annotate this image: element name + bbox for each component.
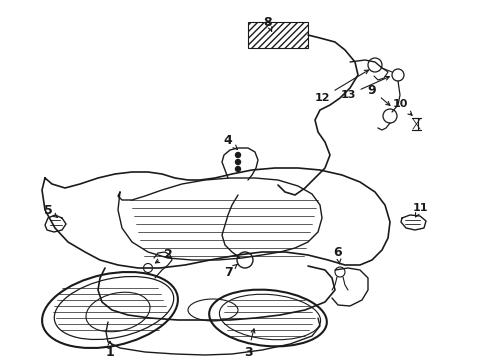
- Text: 12: 12: [314, 70, 368, 103]
- Text: 2: 2: [155, 248, 172, 263]
- Text: 10: 10: [392, 99, 412, 115]
- Text: 3: 3: [244, 329, 255, 359]
- Text: 1: 1: [106, 341, 114, 359]
- Text: 4: 4: [223, 134, 237, 149]
- Text: 8: 8: [264, 15, 272, 31]
- Text: 11: 11: [412, 203, 428, 217]
- Text: 13: 13: [341, 76, 390, 100]
- Circle shape: [236, 153, 241, 158]
- Text: 6: 6: [334, 246, 343, 264]
- Text: 9: 9: [368, 84, 390, 105]
- Circle shape: [236, 159, 241, 165]
- Text: 5: 5: [44, 203, 57, 217]
- Bar: [248, 22, 308, 48]
- Text: 7: 7: [223, 264, 237, 279]
- Circle shape: [236, 166, 241, 171]
